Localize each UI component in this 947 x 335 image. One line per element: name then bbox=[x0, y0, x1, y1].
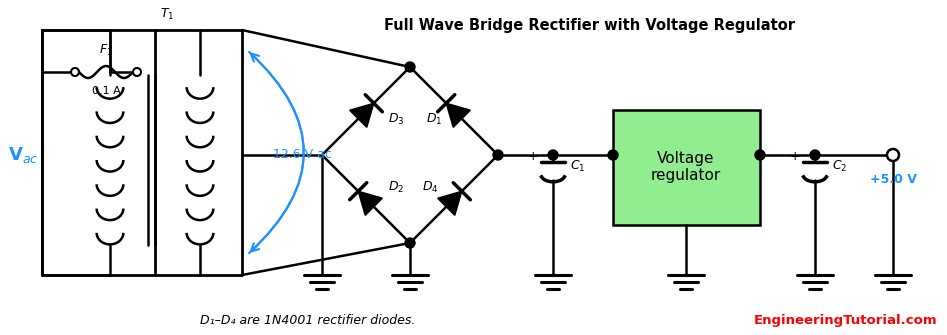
Circle shape bbox=[755, 150, 765, 160]
Text: $C_1$: $C_1$ bbox=[570, 158, 585, 174]
Text: $F_1$: $F_1$ bbox=[99, 43, 113, 58]
Polygon shape bbox=[438, 191, 462, 215]
Circle shape bbox=[133, 68, 141, 76]
Circle shape bbox=[493, 150, 503, 160]
Text: +5.0 V: +5.0 V bbox=[869, 173, 917, 186]
Text: +: + bbox=[790, 150, 800, 163]
FancyArrowPatch shape bbox=[249, 54, 304, 253]
Text: $D_3$: $D_3$ bbox=[388, 112, 404, 127]
Circle shape bbox=[548, 150, 558, 160]
Text: $C_2$: $C_2$ bbox=[832, 158, 848, 174]
Text: D₁–D₄ are 1N4001 rectifier diodes.: D₁–D₄ are 1N4001 rectifier diodes. bbox=[200, 314, 416, 327]
Text: $D_4$: $D_4$ bbox=[422, 180, 438, 195]
Circle shape bbox=[810, 150, 820, 160]
Circle shape bbox=[405, 238, 415, 248]
Text: $D_2$: $D_2$ bbox=[388, 180, 404, 195]
Text: $T_1$: $T_1$ bbox=[160, 7, 174, 22]
Text: Full Wave Bridge Rectifier with Voltage Regulator: Full Wave Bridge Rectifier with Voltage … bbox=[384, 18, 795, 33]
Polygon shape bbox=[349, 103, 374, 127]
Text: $D_1$: $D_1$ bbox=[426, 112, 442, 127]
Polygon shape bbox=[358, 191, 383, 215]
Polygon shape bbox=[446, 103, 471, 127]
Text: 12.6 V ac: 12.6 V ac bbox=[273, 148, 331, 161]
Circle shape bbox=[71, 68, 79, 76]
Circle shape bbox=[608, 150, 618, 160]
Text: $\mathbf{V}_{ac}$: $\mathbf{V}_{ac}$ bbox=[8, 145, 39, 165]
Text: EngineeringTutorial.com: EngineeringTutorial.com bbox=[754, 314, 937, 327]
FancyArrowPatch shape bbox=[249, 52, 304, 252]
Circle shape bbox=[887, 149, 899, 161]
Text: +: + bbox=[527, 150, 538, 163]
Text: Voltage
regulator: Voltage regulator bbox=[651, 151, 721, 183]
Text: 0.1 A: 0.1 A bbox=[92, 86, 120, 96]
Circle shape bbox=[405, 62, 415, 72]
FancyBboxPatch shape bbox=[613, 110, 760, 225]
